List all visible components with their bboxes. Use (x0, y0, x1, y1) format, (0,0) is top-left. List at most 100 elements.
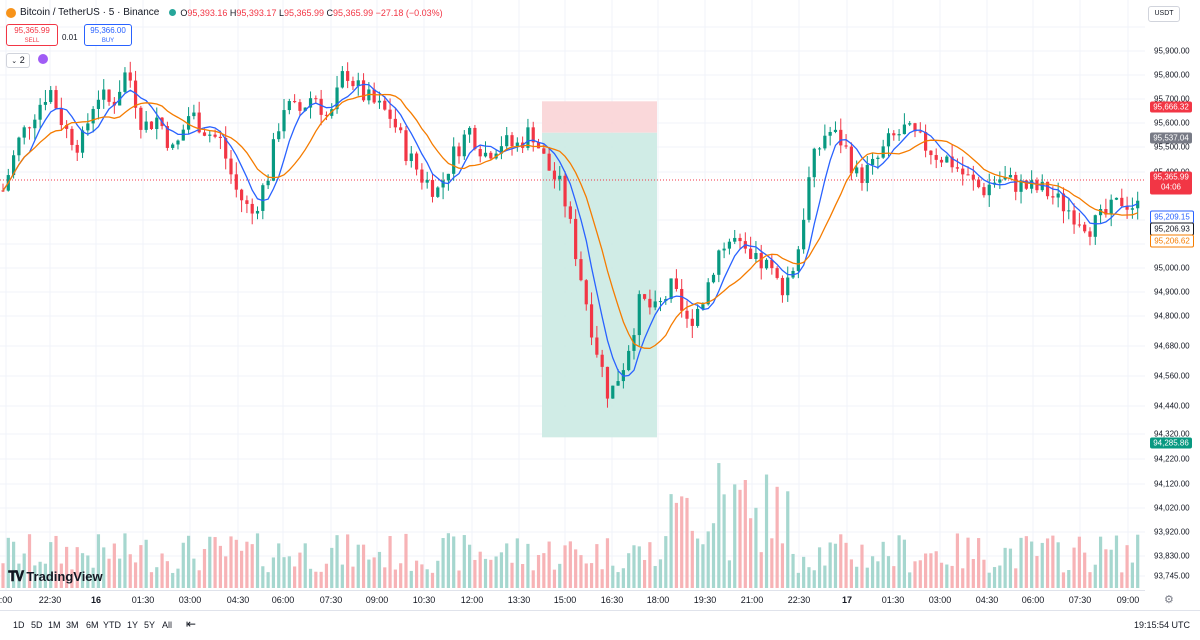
volume-bar (340, 564, 344, 588)
utc-clock[interactable]: 19:15:54 UTC (1133, 620, 1190, 630)
volume-bar (807, 567, 811, 588)
timeframe-all-button[interactable]: All (162, 620, 173, 630)
volume-bar (282, 557, 286, 588)
candle-body (202, 132, 207, 136)
volume-bar (86, 555, 90, 588)
candle-body (605, 366, 610, 399)
volume-bar (494, 556, 498, 588)
volume-bar (568, 541, 572, 588)
volume-bar (107, 558, 111, 588)
candle-body (54, 90, 58, 109)
currency-selector[interactable]: USDT (1148, 6, 1180, 22)
volume-bar (632, 545, 636, 588)
volume-bar (22, 553, 26, 588)
volume-bar (468, 544, 472, 588)
candle-body (436, 187, 440, 197)
indicators-toggle[interactable]: ⌄ 2 (6, 53, 30, 68)
timeframe-5y-button[interactable]: 5Y (144, 620, 156, 630)
timeframe-5d-button[interactable]: 5D (31, 620, 43, 630)
sell-price: 95,365.99 (14, 26, 50, 35)
time-axis[interactable]: :00 22:30 16 01:30 03:00 04:30 06:00 07:30 09:00… (0, 590, 1145, 609)
data-status-icon[interactable] (38, 54, 48, 64)
candle-body (361, 80, 366, 101)
volume-bar (908, 572, 912, 588)
price-scale[interactable] (1145, 0, 1200, 608)
volume-bar (505, 543, 509, 588)
price-tick: 94,900.00 (1154, 287, 1190, 297)
candle-body (298, 102, 302, 111)
candle-body (324, 114, 329, 116)
volume-bar (91, 567, 95, 588)
timeframe-3m-button[interactable]: 3M (66, 620, 79, 630)
timeframe-ytd-button[interactable]: YTD (103, 620, 121, 630)
candle-body (1061, 193, 1066, 212)
tradingview-logo[interactable]: 𝐓𝐕 TradingView (8, 568, 103, 585)
candle-body (674, 278, 678, 289)
candle-body (780, 277, 785, 296)
candle-body (690, 318, 694, 326)
price-tick: 94,220.00 (1154, 454, 1190, 464)
volume-bar (924, 553, 928, 588)
bar-countdown: 04:06 (1160, 182, 1182, 192)
volume-bar (1136, 534, 1140, 588)
symbol-title[interactable]: Bitcoin / TetherUS · 5 · Binance (20, 7, 160, 18)
timeframe-6m-button[interactable]: 6M (86, 620, 99, 630)
volume-bar (176, 568, 180, 588)
volume-bar (1061, 572, 1066, 588)
candle-body (452, 146, 456, 174)
volume-bar (637, 546, 641, 588)
candle-body (102, 89, 106, 100)
candle-body (43, 101, 48, 105)
candle-body (319, 98, 323, 115)
volume-bar (330, 547, 334, 588)
candlestick-chart[interactable] (0, 0, 1145, 608)
volume-bar (828, 542, 832, 588)
volume-bar (902, 539, 906, 588)
volume-bar (149, 572, 154, 588)
volume-bar (393, 569, 397, 588)
price-tick: 95,700.00 (1154, 94, 1190, 104)
candle-body (107, 89, 111, 102)
candle-body (75, 144, 79, 153)
candle-body (1030, 180, 1034, 189)
candle-body (796, 249, 800, 271)
date-range-icon[interactable]: ⇤ (186, 617, 197, 631)
volume-bar (860, 544, 864, 588)
candle-body (1035, 180, 1039, 191)
volume-bar (1008, 548, 1013, 588)
scale-settings-icon[interactable]: ⚙ (1164, 594, 1174, 606)
volume-bar (1003, 547, 1007, 588)
volume-bar (998, 565, 1002, 588)
volume-bar (786, 491, 790, 588)
candle-body (563, 175, 567, 207)
sell-button[interactable]: 95,365.99 SELL (6, 24, 58, 46)
candle-body (722, 248, 726, 251)
candle-body (696, 308, 700, 326)
candle-body (1019, 180, 1023, 192)
candle-body (950, 156, 954, 168)
volume-bar (515, 538, 519, 588)
price-tick: 94,020.00 (1154, 503, 1190, 513)
candle-body (849, 146, 853, 174)
buy-button[interactable]: 95,366.00 BUY (84, 24, 132, 46)
timeframe-1d-button[interactable]: 1D (13, 620, 25, 630)
candle-body (213, 134, 217, 137)
time-tick: 04:30 (226, 595, 250, 605)
chart-area[interactable] (0, 0, 1146, 608)
timeframe-1y-button[interactable]: 1Y (127, 620, 139, 630)
volume-bar (414, 560, 419, 588)
candle-body (515, 142, 519, 147)
volume-bar (319, 571, 323, 588)
change-value: −27.18 (−0.03%) (375, 7, 443, 18)
volume-bar (118, 558, 122, 588)
volume-bar (669, 494, 673, 588)
volume-bar (224, 556, 228, 588)
volume-bar (59, 563, 63, 588)
volume-bar (796, 572, 800, 588)
candle-body (510, 135, 514, 147)
candle-body (271, 139, 276, 181)
volume-bar (324, 563, 329, 588)
candle-body (70, 128, 74, 145)
time-tick: 16:30 (600, 595, 624, 605)
timeframe-1m-button[interactable]: 1M (48, 620, 61, 630)
